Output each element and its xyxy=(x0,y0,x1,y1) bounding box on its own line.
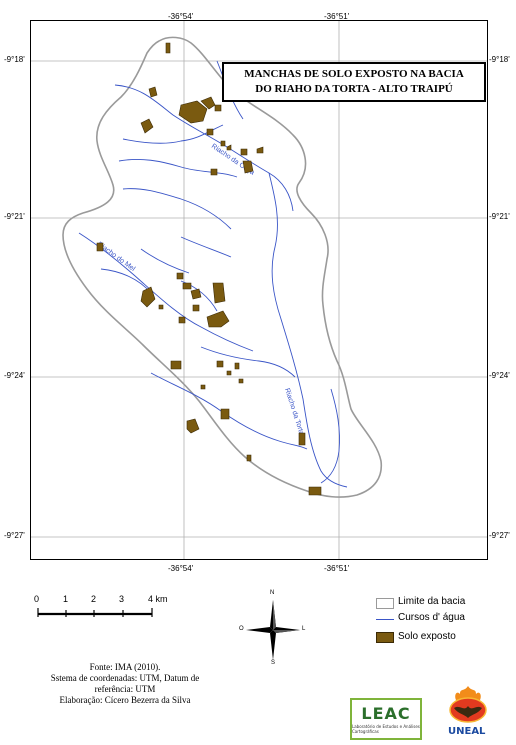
soil-patch xyxy=(170,360,182,370)
soil-patch xyxy=(220,140,226,147)
soil-patch xyxy=(140,118,154,134)
uneal-logo: UNEAL xyxy=(440,684,496,740)
scale-bar-graphic xyxy=(37,608,153,617)
coord-bottom-2: -36°51' xyxy=(324,564,350,573)
credits-crs: Sstema de coordenadas: UTM, Datum de xyxy=(50,673,200,683)
uneal-emblem-icon xyxy=(449,686,487,723)
scale-tick-label: 4 km xyxy=(148,594,168,604)
scale-tick-label: 3 xyxy=(119,594,125,604)
soil-patch xyxy=(192,304,200,312)
compass-s: S xyxy=(271,660,276,666)
soil-patch xyxy=(176,272,184,280)
legend-basin-swatch xyxy=(376,598,394,609)
river-mel xyxy=(78,232,254,352)
credits-reference: referência: UTM xyxy=(94,684,156,694)
soil-patch xyxy=(200,384,206,390)
coord-left-3: -9°24' xyxy=(4,371,25,380)
soil-patch xyxy=(186,418,200,434)
river-tributary-5 xyxy=(100,268,152,294)
coord-left-2: -9°21' xyxy=(4,212,25,221)
river-tributary-10 xyxy=(320,388,340,484)
map-credits: Fonte: IMA (2010). Sstema de coordenadas… xyxy=(20,662,230,706)
coord-bottom-1: -36°54' xyxy=(168,564,194,573)
soil-patch xyxy=(158,304,164,310)
soil-patch xyxy=(178,100,208,124)
soil-patch xyxy=(148,86,158,98)
soil-patch xyxy=(210,168,218,176)
soil-patch xyxy=(226,370,232,376)
soil-patch xyxy=(212,282,226,304)
scale-tick-label: 0 xyxy=(34,594,40,604)
credits-author: Elaboração: Cícero Bezerra da Silva xyxy=(59,695,191,705)
map-canvas: Riacho da Onça Riacho do Mel Riacho da T… xyxy=(31,21,487,559)
soil-patch xyxy=(256,146,264,154)
basin-boundary xyxy=(62,36,383,498)
soil-patch xyxy=(190,288,202,300)
river-tributary-8 xyxy=(150,372,308,450)
compass-rose-icon xyxy=(246,600,300,660)
coord-top-1: -36°54' xyxy=(168,12,194,21)
legend-river-swatch xyxy=(376,619,394,620)
watercourses xyxy=(78,60,348,488)
river-tributary-9 xyxy=(200,346,296,378)
river-tributary-11 xyxy=(180,236,232,258)
north-arrow: N S O L xyxy=(238,590,308,668)
river-torta xyxy=(268,172,348,488)
leac-logo: LEAC Laboratório de Estudos e Análises C… xyxy=(350,698,422,740)
legend-label-basin: Limite da bacia xyxy=(398,596,466,607)
soil-patch xyxy=(240,148,248,156)
compass-o: O xyxy=(239,626,244,632)
map-title-line1: MANCHAS DE SOLO EXPOSTO NA BACIA xyxy=(244,68,464,80)
coord-right-1: -9°18' xyxy=(489,55,510,64)
soil-patch xyxy=(182,282,192,290)
soil-patch xyxy=(234,362,240,370)
soil-patch xyxy=(308,486,322,496)
coord-top-2: -36°51' xyxy=(324,12,350,21)
legend-soil-swatch xyxy=(376,632,394,643)
leac-logo-subtitle: Laboratório de Estudos e Análises Cartog… xyxy=(352,724,420,734)
soil-patch xyxy=(96,242,104,252)
soil-patch xyxy=(298,432,306,446)
exposed-soil-patches xyxy=(96,42,322,496)
scale-bar: 0 1 2 3 4 km xyxy=(30,594,175,624)
soil-patch xyxy=(226,144,232,151)
uneal-logo-text: UNEAL xyxy=(448,726,486,737)
river-tributary-7 xyxy=(180,280,218,312)
scale-tick-label: 2 xyxy=(91,594,97,604)
river-tributary-6 xyxy=(140,248,190,274)
compass-l: L xyxy=(302,626,306,632)
soil-patch xyxy=(140,286,156,308)
coord-right-2: -9°21' xyxy=(489,212,510,221)
legend-label-soil: Solo exposto xyxy=(398,631,456,642)
soil-patch xyxy=(246,454,252,462)
coord-right-3: -9°24' xyxy=(489,371,510,380)
leac-logo-text: LEAC xyxy=(361,704,411,723)
compass-n: N xyxy=(270,590,275,596)
credits-source: Fonte: IMA (2010). xyxy=(89,662,161,672)
legend-label-river: Cursos d' água xyxy=(398,612,465,623)
soil-patch xyxy=(206,128,214,136)
river-tributary-3 xyxy=(122,188,232,230)
soil-patch xyxy=(178,316,186,324)
map-title-box: MANCHAS DE SOLO EXPOSTO NA BACIA DO RIAH… xyxy=(222,62,486,102)
soil-patch xyxy=(214,104,222,112)
coord-left-1: -9°18' xyxy=(4,55,25,64)
soil-patch xyxy=(165,42,171,54)
map-title-line2: DO RIAHO DA TORTA - ALTO TRAIPÚ xyxy=(255,83,453,95)
soil-patch xyxy=(206,310,230,328)
soil-patch xyxy=(216,360,224,368)
coord-left-4: -9°27' xyxy=(4,531,25,540)
scale-tick-label: 1 xyxy=(63,594,69,604)
soil-patch xyxy=(220,408,230,420)
soil-patch xyxy=(238,378,244,384)
river-tributary-2 xyxy=(118,158,238,178)
map-frame: Riacho da Onça Riacho do Mel Riacho da T… xyxy=(30,20,488,560)
soil-patch xyxy=(242,160,254,174)
legend: Limite da bacia Cursos d' água Solo expo… xyxy=(374,596,504,656)
coord-right-4: -9°27' xyxy=(489,531,510,540)
